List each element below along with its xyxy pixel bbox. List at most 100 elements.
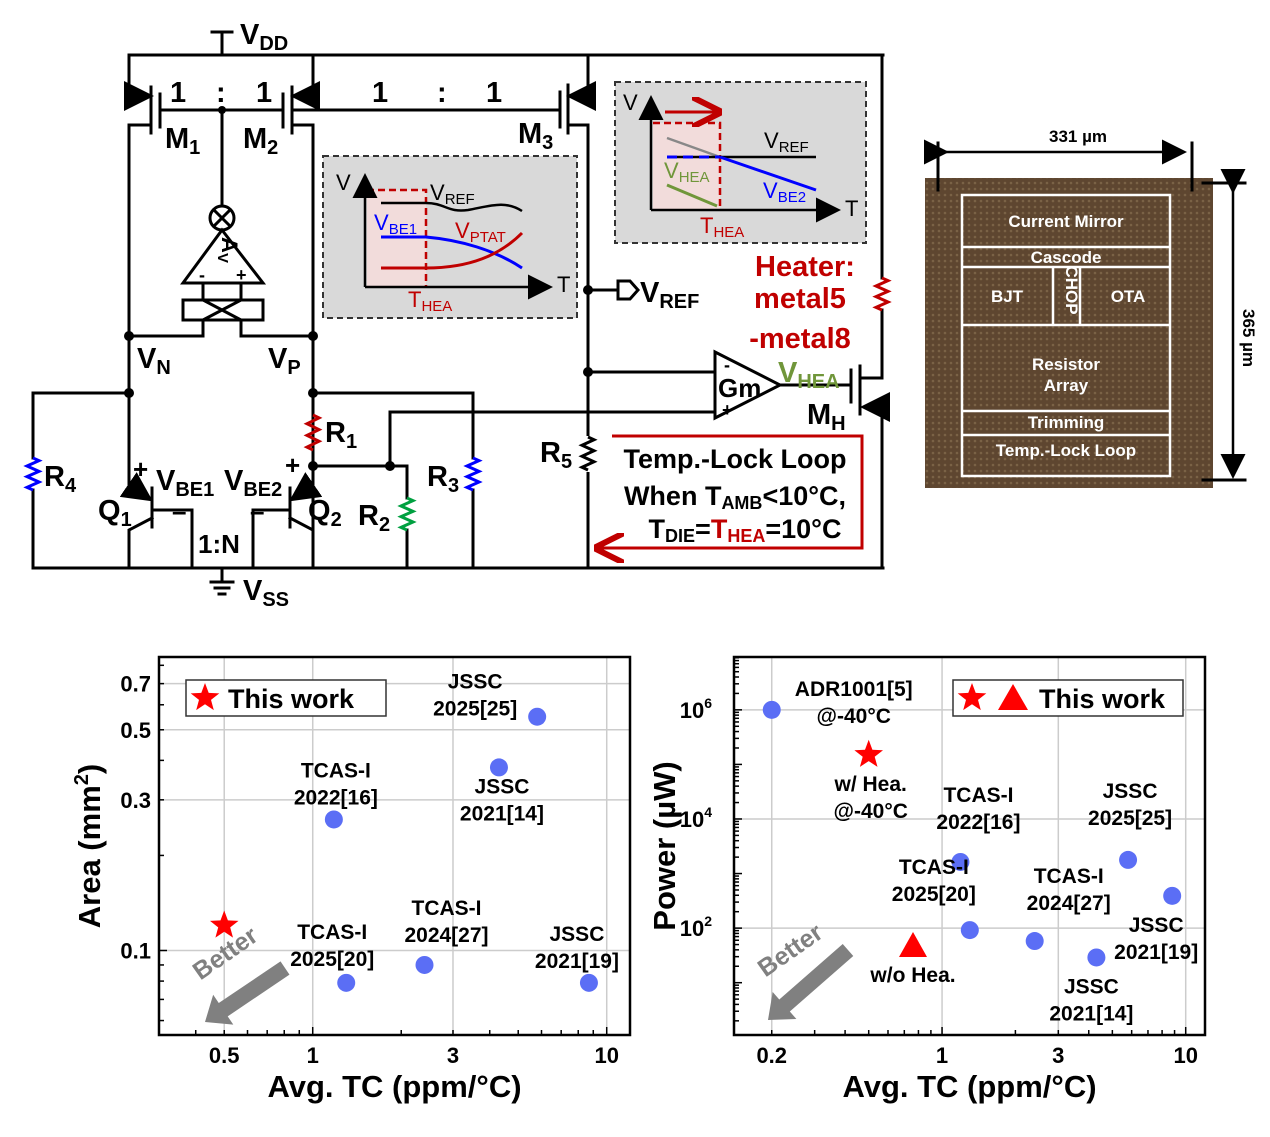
data-point-label: 2021[19] — [535, 950, 619, 973]
svg-text:R3: R3 — [427, 461, 459, 497]
y-axis-label: Power (µW) — [647, 761, 682, 930]
die-block-resistor-array: Resistor — [1032, 355, 1100, 374]
legend-star-marker — [190, 683, 220, 711]
data-point-label: TCAS-I — [899, 856, 969, 879]
resistor-r4: R4 — [23, 388, 134, 570]
svg-text:R2: R2 — [358, 500, 390, 536]
die-width-dimension: 331 µm — [924, 127, 1194, 192]
bjt-q1: Q1 + VBE1 – — [98, 334, 214, 570]
y-tick-label: 0.3 — [120, 788, 151, 813]
svg-text:VBE2: VBE2 — [763, 178, 806, 206]
area-vs-tc-chart: 0.5 1 3 10 0.1 0.3 0.5 0.7 Avg. TC (ppm/°C) Area … — [71, 655, 632, 1104]
data-point-label: JSSC — [475, 775, 530, 798]
vdd-label: VDD — [240, 19, 288, 55]
svg-text:AV: AV — [214, 237, 242, 263]
resistor-zigzag-icon — [23, 456, 43, 492]
svg-text:VBE2: VBE2 — [224, 465, 282, 501]
data-point-label: @-40°C — [817, 705, 891, 728]
data-point — [1119, 850, 1138, 869]
svg-text:-metal8: -metal8 — [749, 323, 851, 355]
svg-text::: : — [437, 77, 447, 109]
die-block-bjt: BJT — [991, 287, 1024, 306]
data-point-label: JSSC — [448, 671, 503, 694]
data-point — [415, 955, 434, 974]
resistor-zigzag-icon — [578, 435, 598, 472]
data-point — [489, 758, 508, 777]
svg-text:M3: M3 — [518, 118, 553, 154]
svg-text:VSS: VSS — [243, 575, 289, 611]
svg-text:MH: MH — [807, 399, 846, 435]
data-point-label: w/ Hea. — [834, 773, 907, 796]
svg-text:When TAMB<10°C,: When TAMB<10°C, — [624, 481, 846, 513]
x-tick-label: 0.5 — [209, 1043, 240, 1068]
die-block-temp-lock-loop: Temp.-Lock Loop — [996, 441, 1136, 460]
svg-text:M1: M1 — [165, 123, 200, 159]
svg-text:331 µm: 331 µm — [1049, 127, 1107, 146]
vdd-supply: VDD — [210, 19, 288, 57]
resistor-zigzag-icon — [463, 456, 483, 492]
transistor-m1: M1 — [124, 53, 200, 338]
svg-text:Q2: Q2 — [308, 495, 342, 531]
heater-resistor: Heater: metal5 -metal8 — [749, 53, 892, 380]
data-point-label: TCAS-I — [297, 921, 367, 944]
svg-text:T: T — [845, 196, 858, 221]
die-height-dimension: 365 µm — [1201, 169, 1258, 482]
x-tick-label: 0.2 — [756, 1043, 787, 1068]
x-axis-label: Avg. TC (ppm/°C) — [267, 1069, 521, 1104]
x-tick-label: 3 — [447, 1043, 459, 1068]
svg-text:THEA: THEA — [700, 213, 744, 241]
svg-text:VHEA: VHEA — [778, 357, 840, 393]
x-tick-label: 10 — [1173, 1043, 1197, 1068]
svg-text:Temp.-Lock Loop: Temp.-Lock Loop — [624, 444, 847, 474]
svg-text:-: - — [199, 265, 205, 285]
mirror-ratio-right: 1 : 1 — [372, 77, 502, 109]
svg-text:Gm: Gm — [718, 373, 761, 403]
transistor-m3: M3 — [518, 53, 596, 570]
svg-text:Heater:: Heater: — [755, 251, 855, 283]
data-point — [528, 707, 547, 726]
legend-label: This work — [228, 684, 355, 714]
svg-text:VHEA: VHEA — [664, 158, 710, 186]
y-axis-label: Area (mm2) — [71, 764, 107, 928]
data-point-label: 2025[25] — [1088, 807, 1172, 830]
x-tick-label: 1 — [936, 1043, 948, 1068]
svg-text:1: 1 — [372, 77, 388, 109]
data-point — [951, 852, 970, 871]
svg-text:R1: R1 — [325, 417, 357, 453]
svg-text:T: T — [557, 272, 570, 297]
data-point-star — [210, 910, 239, 938]
y-tick-label: 102 — [680, 913, 712, 941]
resistor-r2: R2 — [311, 461, 417, 570]
data-point-label: TCAS-I — [412, 897, 482, 920]
svg-text:-: - — [724, 355, 730, 375]
data-point-star — [854, 739, 883, 767]
data-point-label: JSSC — [550, 923, 605, 946]
plot-frame — [732, 655, 1207, 1037]
die-block-resistor-array-line2: Array — [1044, 376, 1089, 395]
chopper-icon — [181, 298, 265, 322]
svg-text:VBE1: VBE1 — [374, 210, 417, 238]
svg-text:VREF: VREF — [430, 180, 475, 208]
svg-text:–: – — [250, 496, 264, 526]
gm-amplifier: Gm - + VHEA — [388, 349, 853, 468]
inset-plot-vhea-vbe2: V T VREF VHEA VBE2 THEA — [614, 81, 867, 244]
svg-text:+: + — [133, 454, 148, 484]
svg-text:VREF: VREF — [764, 128, 809, 156]
data-point — [337, 973, 356, 992]
resistor-r1: R1 — [303, 334, 357, 471]
data-point-label: @-40°C — [834, 800, 908, 823]
bjt-ratio-label: 1:N — [198, 529, 240, 559]
die-block-cascode: Cascode — [1031, 248, 1102, 267]
better-arrow-icon — [205, 961, 290, 1025]
data-point-label: 2021[14] — [1049, 1002, 1133, 1025]
data-point-label: TCAS-I — [301, 759, 371, 782]
data-point — [960, 921, 979, 940]
resistor-zigzag-icon — [872, 276, 892, 312]
y-tick-label: 0.5 — [120, 718, 151, 743]
die-block-chop: CHOP — [1062, 265, 1081, 314]
svg-text:metal5: metal5 — [754, 283, 846, 315]
vss-ground: VSS — [209, 566, 289, 611]
vp-label: VP — [268, 343, 301, 379]
svg-text:1: 1 — [256, 77, 272, 109]
svg-text:+: + — [285, 450, 300, 480]
